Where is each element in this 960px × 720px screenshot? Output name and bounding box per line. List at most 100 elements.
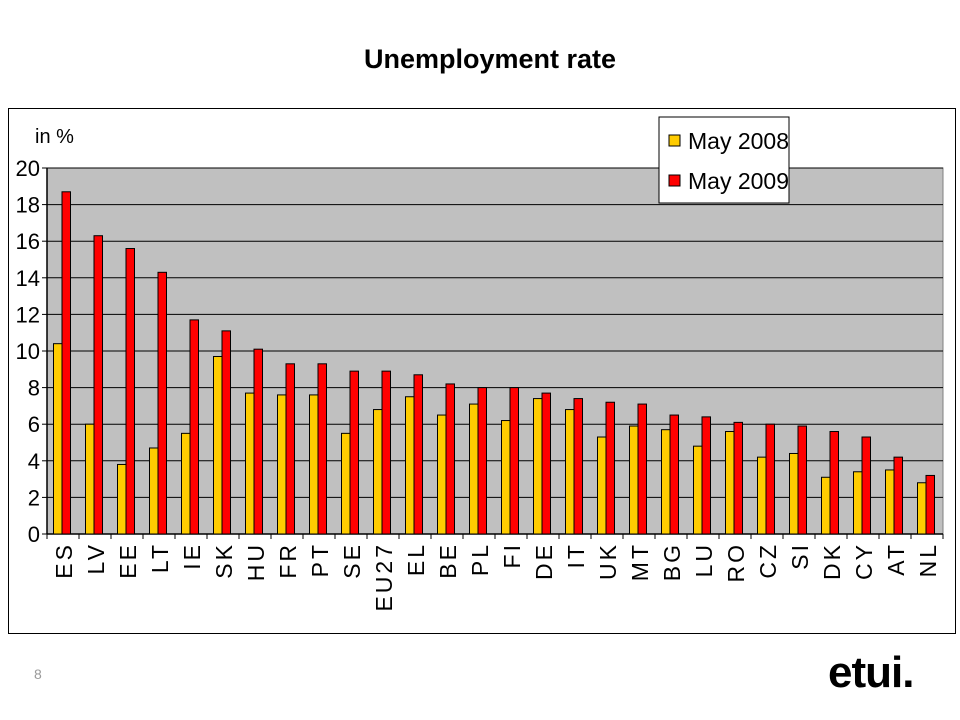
y-tick-label: 8 <box>28 376 40 401</box>
x-tick-label-at: AT <box>883 542 909 576</box>
x-tick-label-eu27: EU27 <box>371 542 397 612</box>
x-tick-label-uk: UK <box>595 542 621 580</box>
bar-may-2008-de <box>533 398 543 535</box>
bar-may-2009-bg <box>669 414 679 535</box>
bar-may-2008-pt <box>309 394 319 535</box>
bar-may-2008-se <box>341 432 351 535</box>
x-tick-label-hu: HU <box>243 542 269 581</box>
bar-may-2009-el <box>413 374 423 535</box>
bar-may-2008-uk <box>597 436 607 535</box>
y-axis-label: in % <box>35 126 74 148</box>
bar-may-2009-cz <box>765 423 775 535</box>
x-tick-label-pt: PT <box>307 542 333 577</box>
bar-may-2008-ie <box>181 432 191 535</box>
bar-may-2009-eu27 <box>381 370 391 535</box>
bar-may-2008-cz <box>757 456 767 535</box>
y-tick-label: 16 <box>16 229 40 254</box>
bar-may-2008-ro <box>725 431 735 535</box>
bar-may-2009-de <box>541 392 551 535</box>
bar-may-2008-pl <box>469 403 479 535</box>
legend-swatch-may-2008 <box>668 134 681 147</box>
y-tick-label: 10 <box>16 339 40 364</box>
bar-may-2009-uk <box>605 401 615 535</box>
x-tick-label-cz: CZ <box>755 542 781 579</box>
bar-may-2009-it <box>573 398 583 535</box>
x-tick-label-pl: PL <box>467 542 493 576</box>
x-tick-label-dk: DK <box>819 542 845 580</box>
legend-box <box>658 116 790 204</box>
bar-may-2008-it <box>565 409 575 535</box>
x-tick-label-mt: MT <box>627 542 653 581</box>
bar-may-2008-at <box>885 469 895 535</box>
x-tick-label-be: BE <box>435 542 461 579</box>
bar-may-2008-ee <box>117 463 127 535</box>
bar-may-2009-nl <box>925 474 935 535</box>
bar-may-2008-dk <box>821 476 831 535</box>
x-tick-label-el: EL <box>403 542 429 576</box>
x-tick-label-lu: LU <box>691 542 717 577</box>
x-tick-label-se: SE <box>339 542 365 579</box>
x-tick-label-it: IT <box>563 542 589 568</box>
x-tick-label-fr: FR <box>275 542 301 579</box>
chart-frame: 0 2 4 6 8 10 12 14 16 18 20 in % ES LV EE LT IE SK HU FR PT S… <box>8 108 956 634</box>
bar-may-2009-fr <box>285 363 295 535</box>
bar-may-2008-cy <box>853 471 863 535</box>
bar-may-2008-fi <box>501 420 511 535</box>
bar-may-2008-si <box>789 452 799 535</box>
x-tick-label-si: SI <box>787 542 813 570</box>
bar-may-2009-lu <box>701 416 711 535</box>
bar-may-2009-pl <box>477 387 487 535</box>
x-tick-label-lt: LT <box>147 542 173 573</box>
y-tick-label: 4 <box>28 449 40 474</box>
bar-may-2009-si <box>797 425 807 535</box>
bar-may-2009-mt <box>637 403 647 535</box>
bar-may-2008-lu <box>693 445 703 535</box>
bar-may-2008-es <box>53 343 63 535</box>
bar-may-2009-fi <box>509 387 519 535</box>
x-tick-label-bg: BG <box>659 542 685 581</box>
x-tick-label-nl: NL <box>915 542 941 577</box>
y-tick-label: 14 <box>16 266 40 291</box>
x-tick-label-ro: RO <box>723 542 749 583</box>
bar-may-2008-el <box>405 396 415 535</box>
bar-may-2008-hu <box>245 392 255 535</box>
bar-may-2008-mt <box>629 425 639 535</box>
x-tick-label-fi: FI <box>499 542 525 568</box>
y-tick-label: 12 <box>16 302 40 327</box>
x-tick-label-ee: EE <box>115 542 141 579</box>
x-tick-label-ie: IE <box>179 542 205 570</box>
bar-may-2008-lv <box>85 423 95 535</box>
bar-may-2009-ro <box>733 421 743 535</box>
legend-swatch-may-2009 <box>668 174 681 187</box>
bar-may-2009-sk <box>221 330 231 535</box>
bar-may-2008-be <box>437 414 447 535</box>
x-tick-label-sk: SK <box>211 542 237 579</box>
bar-may-2009-be <box>445 383 455 535</box>
bar-may-2008-bg <box>661 429 671 535</box>
bar-may-2008-nl <box>917 482 927 535</box>
bar-may-2008-lt <box>149 447 159 535</box>
bar-may-2009-dk <box>829 431 839 535</box>
slide-title: Unemployment rate <box>363 44 617 74</box>
bar-may-2009-at <box>893 456 903 535</box>
bar-may-2008-eu27 <box>373 409 383 535</box>
bar-may-2009-ee <box>125 248 135 535</box>
y-tick-label: 20 <box>16 156 40 181</box>
bar-may-2009-lt <box>157 271 167 535</box>
bar-may-2009-lv <box>93 235 103 535</box>
bar-may-2008-fr <box>277 394 287 535</box>
legend-label-may-2008: May 2008 <box>688 128 789 154</box>
y-tick-label: 2 <box>28 485 40 510</box>
etui-logo: etui. <box>828 648 914 697</box>
bar-may-2009-se <box>349 370 359 535</box>
bar-may-2009-es <box>61 191 71 535</box>
x-tick-label-de: DE <box>531 542 557 580</box>
bar-may-2009-ie <box>189 319 199 535</box>
page-number: 8 <box>34 666 42 682</box>
bar-may-2009-hu <box>253 348 263 535</box>
y-tick-label: 18 <box>16 193 40 218</box>
x-tick-label-lv: LV <box>83 542 109 574</box>
x-tick-label-es: ES <box>51 542 77 579</box>
x-tick-label-cy: CY <box>851 542 877 580</box>
